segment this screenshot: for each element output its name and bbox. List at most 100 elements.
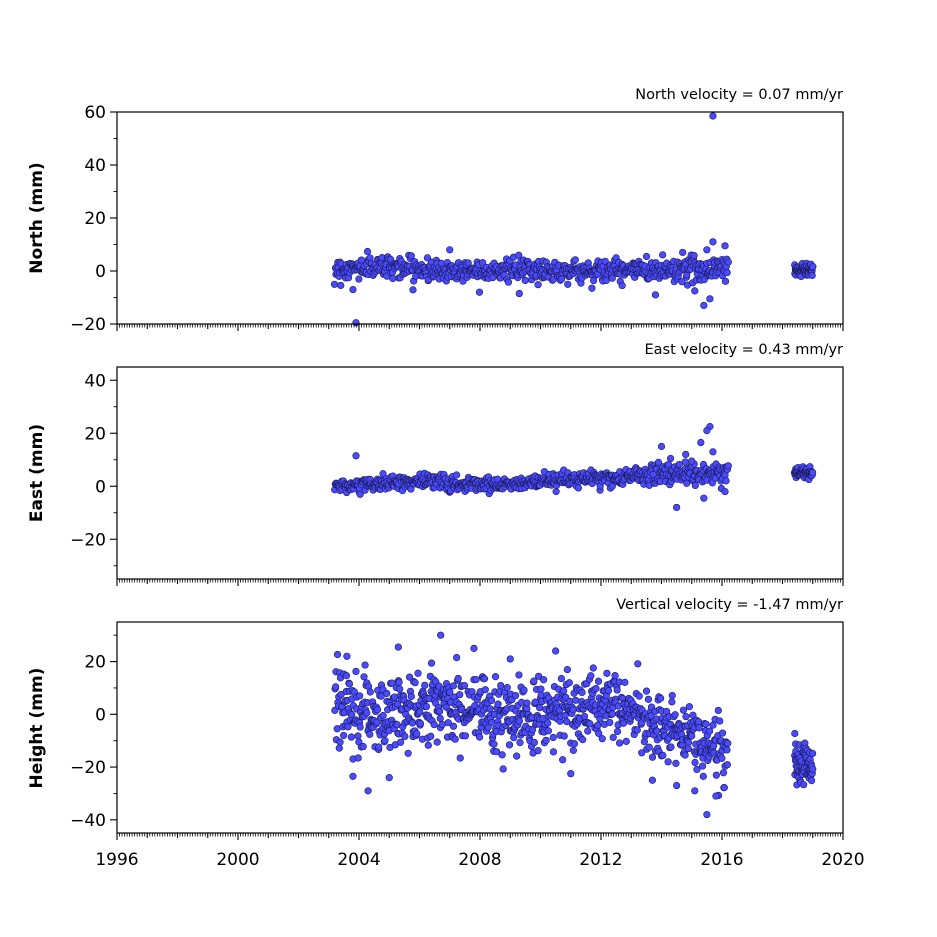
north-data-point [721,242,729,250]
north-data-point [700,301,708,310]
height-data-point [645,743,653,751]
north-data-point [723,268,731,277]
height-data-point [453,653,461,662]
north-data-point [709,112,717,120]
height-data-point [383,689,391,698]
height-y-ticks: −40 −20 0 20 [70,634,117,831]
height-data-point [416,708,424,716]
east-data-point [681,458,689,466]
height-data-point [437,631,445,639]
height-data-point [638,749,646,757]
height-data-point [572,696,580,704]
height-data-point [659,751,667,760]
north-y-ticks: −20 0 20 40 60 [70,103,117,335]
north-y-tick-label: 0 [95,262,106,282]
height-data-point [528,725,537,734]
north-data-point [808,271,816,280]
height-data-point [563,665,571,674]
east-data-point [356,490,364,498]
height-data-point [569,746,577,754]
height-data-point [433,738,441,746]
height-data-point [648,776,657,784]
north-data-point [409,286,417,294]
north-data-point [330,280,339,288]
height-x-tick-label: 2008 [458,850,501,870]
height-data-point [560,732,568,740]
height-data-point [615,739,624,747]
height-data-point [332,683,340,691]
height-data-point [481,686,489,694]
height-data-point [364,787,372,795]
height-data-point [595,729,603,738]
height-data-point [723,761,731,769]
north-data-point [534,281,542,289]
north-data-point [423,254,432,262]
north-axis-label: North (mm) [27,162,47,273]
height-data-point [356,692,364,700]
north-data-point [588,284,596,292]
height-data-point [679,706,688,714]
north-data-point [691,287,699,295]
height-data-point [702,720,710,728]
east-x-ticks [116,579,844,586]
east-data-point [703,427,711,435]
height-data-point [405,673,414,681]
height-data-point [530,738,538,747]
east-data-point [724,462,732,470]
height-data-point [634,660,642,668]
north-plot-frame [116,111,844,325]
height-data-point [714,706,722,715]
height-data-point [394,643,402,651]
height-data-point [421,681,429,689]
height-data-point [695,724,703,732]
north-panel: North velocity = 0.07 mm/yr North (mm) −… [27,87,844,335]
north-data-point [651,291,660,299]
east-y-ticks: −20 0 20 40 [70,371,117,567]
height-data-point [587,672,595,680]
height-data-point [542,736,550,744]
north-y-tick-label: 60 [84,103,106,123]
north-data-point [618,281,626,290]
height-data-point [570,740,579,748]
height-data-point [461,732,470,740]
east-data-point [700,494,708,502]
north-data-points [330,112,817,327]
north-data-point [703,246,711,254]
height-data-point [510,734,518,742]
north-data-point [690,251,698,260]
north-y-tick-label: 20 [84,209,106,229]
height-data-point [684,738,693,746]
height-data-point [343,652,351,660]
height-data-point [682,713,690,721]
height-data-point [664,758,672,766]
height-data-point [621,678,629,686]
height-x-tick-label: 2012 [579,850,622,870]
north-data-point [446,246,454,254]
east-data-point [682,450,690,459]
height-data-point [401,732,409,741]
east-data-point [722,477,730,485]
height-data-point [800,781,808,789]
height-data-point [642,687,651,695]
height-data-point [454,674,462,683]
height-data-point [673,781,681,790]
height-data-point [712,792,720,800]
height-data-point [611,672,619,680]
height-data-point [566,697,574,705]
height-data-point [487,696,496,705]
east-axis-label: East (mm) [27,424,47,522]
north-data-point [642,252,651,261]
height-data-point [578,688,586,697]
height-data-point [539,676,548,684]
height-data-point [430,721,438,729]
height-data-point [657,694,665,702]
north-y-tick-label: −20 [70,315,106,335]
height-data-point [413,730,421,738]
height-data-point [606,718,614,727]
height-data-point [544,727,553,735]
north-data-point [521,276,529,285]
height-data-point [375,743,383,751]
north-data-point [706,295,714,303]
height-data-point [460,681,469,690]
